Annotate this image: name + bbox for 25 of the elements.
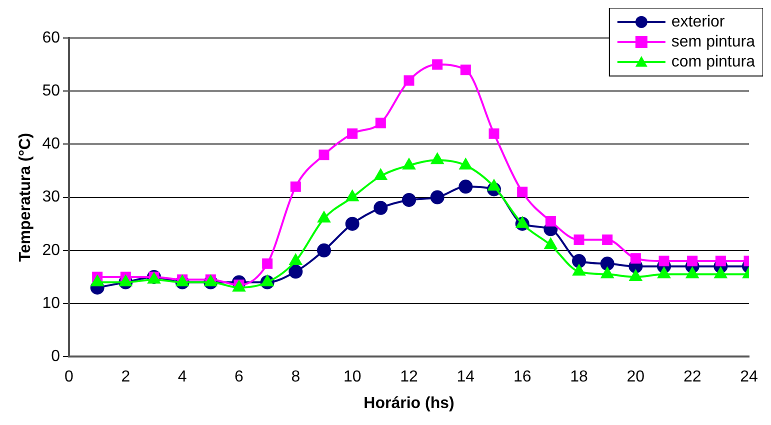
- y-tick-label: 10: [42, 294, 60, 312]
- x-tick-label: 2: [121, 368, 130, 386]
- x-tick-label: 0: [64, 368, 74, 386]
- y-tick-label: 20: [42, 242, 60, 259]
- y-tick-label: 60: [42, 29, 60, 46]
- x-tick-label: 6: [234, 368, 244, 386]
- x-axis-title: Horário (hs): [364, 394, 454, 412]
- x-tick-label: 16: [513, 368, 532, 386]
- x-tick-label: 12: [400, 368, 418, 386]
- x-tick-label: 22: [683, 368, 702, 386]
- legend-label: sem pintura: [671, 33, 756, 50]
- x-tick-label: 8: [291, 368, 300, 386]
- x-tick-label: 24: [740, 368, 758, 386]
- x-tick-label: 18: [570, 368, 588, 386]
- x-tick-label: 20: [626, 368, 645, 386]
- legend-label: exterior: [671, 13, 726, 30]
- y-tick-label: 40: [42, 136, 60, 153]
- y-tick-label: 30: [42, 188, 60, 206]
- y-tick-label: 50: [42, 82, 60, 100]
- x-tick-label: 10: [343, 368, 362, 386]
- y-axis-title: Temperatura (°C): [17, 132, 34, 262]
- legend-label: com pintura: [671, 53, 756, 70]
- y-tick-label: 0: [51, 348, 60, 366]
- x-tick-label: 4: [178, 368, 187, 386]
- x-tick-label: 14: [456, 368, 475, 386]
